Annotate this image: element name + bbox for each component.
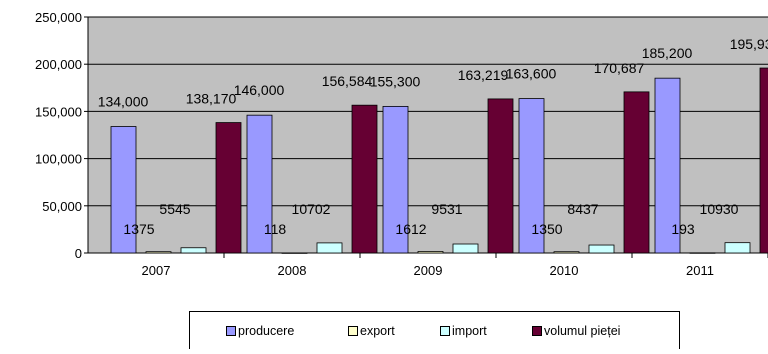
bar-export-2007 xyxy=(146,252,171,253)
data-label-export-2008: 118 xyxy=(264,221,287,237)
legend-item-export: export xyxy=(348,324,395,338)
legend: producere export import volumul pieței xyxy=(189,311,680,349)
data-label-producere-2009: 155,300 xyxy=(370,73,421,89)
legend-swatch-producere xyxy=(226,326,236,336)
data-label-export-2007: 1375 xyxy=(123,221,154,237)
data-label-volumul-pieței-2009: 163,219 xyxy=(458,67,509,83)
legend-item-import: import xyxy=(440,324,487,338)
data-label-import-2007: 5545 xyxy=(159,201,190,217)
data-label-import-2008: 10702 xyxy=(292,201,331,217)
legend-label-import: import xyxy=(452,324,487,338)
data-label-volumul-pieței-2011: 195,937 xyxy=(730,36,768,52)
data-label-producere-2011: 185,200 xyxy=(642,45,693,61)
y-tick-label: 250,000 xyxy=(35,10,82,25)
bar-volumul-pieței-2008 xyxy=(352,105,377,253)
data-label-volumul-pieței-2008: 156,584 xyxy=(322,73,373,89)
y-tick-label: 200,000 xyxy=(35,57,82,72)
legend-swatch-import xyxy=(440,326,450,336)
bar-import-2008 xyxy=(317,243,342,253)
data-label-export-2011: 193 xyxy=(671,221,695,237)
bar-export-2009 xyxy=(418,251,443,253)
bar-import-2011 xyxy=(725,243,750,253)
data-label-volumul-pieței-2010: 170,687 xyxy=(594,60,645,76)
y-tick-label: 150,000 xyxy=(35,104,82,119)
y-tick-label: 100,000 xyxy=(35,152,82,167)
legend-swatch-export xyxy=(348,326,358,336)
x-tick-label: 2009 xyxy=(414,263,443,278)
legend-item-volumul-pietei: volumul pieței xyxy=(532,324,620,338)
legend-label-producere: producere xyxy=(238,324,294,338)
x-tick-label: 2010 xyxy=(550,263,579,278)
bar-export-2010 xyxy=(554,252,579,253)
legend-swatch-volumul-pietei xyxy=(532,326,542,336)
data-label-producere-2010: 163,600 xyxy=(506,66,557,82)
bar-volumul-pieței-2011 xyxy=(760,68,768,253)
data-label-volumul-pieței-2007: 138,170 xyxy=(186,91,237,107)
x-tick-label: 2007 xyxy=(142,263,171,278)
bar-export-2008 xyxy=(282,253,307,254)
data-label-export-2009: 1612 xyxy=(395,221,426,237)
data-label-import-2009: 9531 xyxy=(431,201,462,217)
data-label-import-2011: 10930 xyxy=(700,201,739,217)
bar-volumul-pieței-2010 xyxy=(624,92,649,253)
legend-label-volumul-pietei: volumul pieței xyxy=(544,324,620,338)
bar-export-2011 xyxy=(690,253,715,254)
bar-volumul-pieței-2007 xyxy=(216,123,241,253)
bar-import-2010 xyxy=(589,245,614,253)
legend-label-export: export xyxy=(360,324,395,338)
legend-item-producere: producere xyxy=(226,324,294,338)
bar-import-2007 xyxy=(181,248,206,253)
x-tick-label: 2011 xyxy=(686,263,714,278)
bar-import-2009 xyxy=(453,244,478,253)
data-label-producere-2007: 134,000 xyxy=(98,94,149,110)
bar-volumul-pieței-2009 xyxy=(488,99,513,253)
y-tick-label: 50,000 xyxy=(42,199,82,214)
x-tick-label: 2008 xyxy=(278,263,307,278)
data-label-producere-2008: 146,000 xyxy=(234,82,285,98)
data-label-export-2010: 1350 xyxy=(531,221,562,237)
y-tick-label: 0 xyxy=(75,246,82,261)
data-label-import-2010: 8437 xyxy=(567,201,598,217)
